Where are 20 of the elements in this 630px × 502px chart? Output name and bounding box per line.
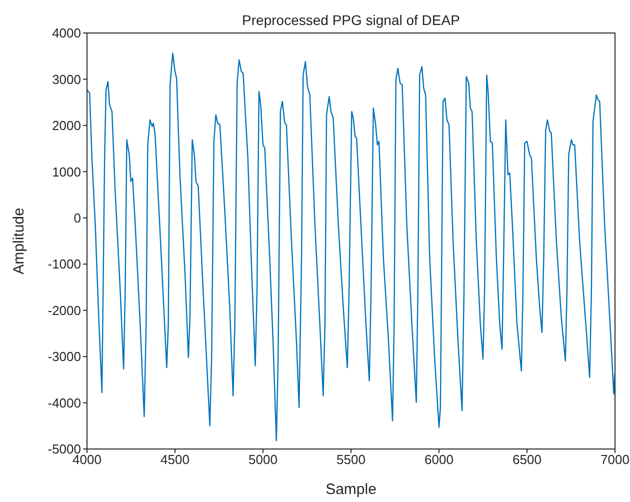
y-tick-label: -4000 bbox=[48, 395, 81, 410]
x-tick-label: 5500 bbox=[336, 452, 366, 468]
y-tick-label: -3000 bbox=[48, 349, 81, 364]
x-tick-label: 6000 bbox=[424, 452, 454, 468]
y-axis-title: Amplitude bbox=[10, 208, 28, 274]
x-tick-label: 5000 bbox=[248, 452, 278, 468]
chart-title: Preprocessed PPG signal of DEAP bbox=[241, 12, 461, 28]
x-tick-label: 7000 bbox=[600, 452, 630, 468]
y-tick-label: 3000 bbox=[52, 72, 81, 87]
y-tick-label: 2000 bbox=[52, 118, 81, 134]
y-tick-label: 4000 bbox=[52, 26, 81, 41]
x-tick-label: 6500 bbox=[512, 452, 542, 468]
line-series bbox=[87, 52, 615, 442]
x-tick-label: 4500 bbox=[160, 452, 190, 468]
y-tick-label: 0 bbox=[74, 210, 81, 226]
y-tick-label: -1000 bbox=[48, 256, 81, 272]
x-axis-title: Sample bbox=[326, 481, 376, 498]
x-tick-label: 4000 bbox=[72, 452, 102, 468]
y-tick-label: 1000 bbox=[52, 164, 81, 180]
y-tick-label: -2000 bbox=[48, 302, 81, 318]
